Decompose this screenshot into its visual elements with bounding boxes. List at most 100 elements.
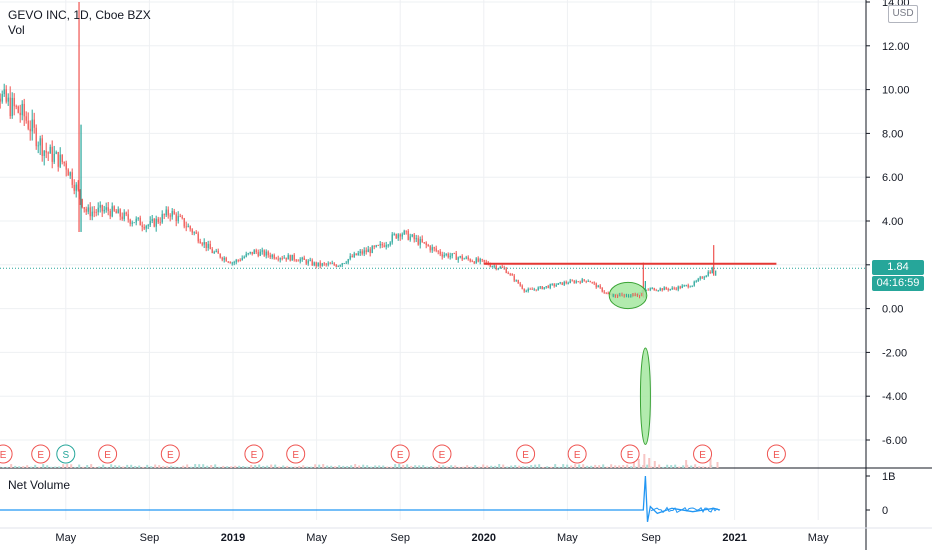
candle-body: [244, 257, 245, 258]
volume-bar: [266, 466, 268, 468]
volume-bar: [530, 465, 532, 468]
candle-body: [690, 287, 691, 288]
candle-body: [24, 104, 25, 116]
chart-legend: GEVO INC, 1D, Cboe BZX Vol: [8, 8, 151, 38]
candle-body: [326, 264, 327, 265]
candle-body: [608, 293, 609, 294]
candle-body: [318, 262, 319, 266]
candle-body: [368, 249, 369, 252]
candle-body: [580, 282, 581, 283]
net-volume-label: Net Volume: [8, 478, 70, 492]
candle-body: [430, 246, 431, 250]
candle-body: [320, 262, 321, 265]
candle-body: [472, 261, 473, 262]
volume-bar: [346, 466, 348, 468]
candle-body: [508, 273, 509, 274]
currency-button[interactable]: USD: [888, 5, 918, 23]
volume-bar: [658, 465, 660, 468]
volume-bar: [26, 465, 28, 468]
candle-body: [426, 243, 427, 245]
candle-body: [680, 287, 681, 289]
candle-body: [544, 287, 545, 289]
volume-bar: [422, 465, 424, 468]
volume-bar: [134, 466, 136, 468]
candle-body: [362, 251, 363, 253]
candle-body: [90, 207, 91, 216]
earnings-marker-label: E: [439, 450, 446, 461]
candle-body: [242, 258, 243, 260]
candle-body: [6, 89, 7, 101]
volume-bar: [298, 466, 300, 468]
volume-bar: [442, 465, 444, 468]
candle-body: [240, 260, 241, 261]
candle-body: [216, 251, 217, 252]
earnings-marker-label: E: [251, 450, 258, 461]
candle-body: [556, 285, 557, 286]
candle-body: [692, 286, 693, 287]
candle-body: [464, 259, 465, 260]
volume-bar: [366, 465, 368, 468]
candle-body: [288, 255, 289, 259]
y-tick-label: 8.00: [882, 128, 903, 140]
candle-body: [438, 251, 439, 252]
candle-body: [660, 288, 661, 290]
volume-bar: [206, 466, 208, 468]
candle-body: [160, 222, 161, 223]
candle-body: [164, 214, 165, 215]
candle-body: [204, 242, 205, 245]
candle-body: [310, 260, 311, 261]
candle-body: [68, 170, 69, 176]
volume-bar: [506, 467, 508, 468]
candle-body: [364, 250, 365, 253]
candle-body: [290, 255, 291, 260]
candle-body: [392, 234, 393, 242]
volume-bar: [50, 467, 52, 468]
candle-body: [576, 281, 577, 283]
candle-body: [452, 253, 453, 255]
candle-body: [22, 104, 23, 115]
candle-body: [462, 256, 463, 259]
volume-bar: [390, 467, 392, 468]
candle-body: [696, 281, 697, 282]
volume-bar: [402, 465, 404, 468]
volume-bar: [406, 464, 408, 468]
candle-body: [700, 277, 701, 279]
candle-body: [502, 267, 503, 268]
volume-bar: [94, 467, 96, 468]
candle-body: [84, 207, 85, 209]
candle-body: [414, 235, 415, 240]
candle-body: [192, 229, 193, 232]
volume-bar: [678, 467, 680, 468]
volume-bar: [178, 467, 180, 468]
volume-bar: [538, 464, 540, 468]
candle-body: [278, 259, 279, 260]
candle-body: [182, 217, 183, 218]
volume-bar: [398, 464, 400, 468]
candle-body: [120, 209, 121, 216]
volume-bar: [362, 465, 364, 468]
volume-bar: [502, 465, 504, 468]
volume-bar: [202, 464, 204, 468]
candle-body: [186, 226, 187, 227]
candle-body: [470, 259, 471, 261]
volume-bar: [466, 465, 468, 468]
volume-bar: [682, 465, 684, 468]
candle-body: [142, 225, 143, 227]
volume-bar: [246, 467, 248, 468]
candle-body: [274, 255, 275, 259]
candle-body: [332, 263, 333, 264]
volume-bar: [526, 466, 528, 468]
candle-body: [678, 287, 679, 290]
candle-body: [36, 128, 37, 146]
candle-body: [254, 250, 255, 254]
candle-body: [432, 247, 433, 250]
candle-body: [672, 288, 673, 289]
volume-bar: [446, 467, 448, 468]
volume-bar: [474, 465, 476, 468]
candle-body: [202, 243, 203, 244]
candle-body: [710, 272, 711, 273]
candle-body: [600, 286, 601, 288]
candle-body: [248, 253, 249, 254]
